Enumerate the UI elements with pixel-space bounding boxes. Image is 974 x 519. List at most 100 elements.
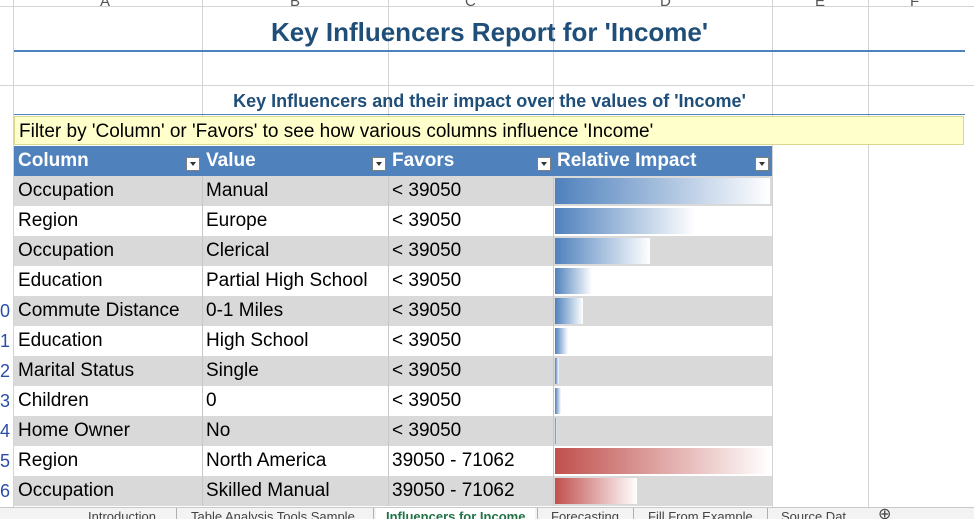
impact-bar[interactable] — [555, 328, 568, 354]
cell-value[interactable]: 0 — [206, 390, 217, 411]
cell-separator — [553, 206, 554, 236]
tab-separator — [633, 508, 634, 519]
cell-favors[interactable]: < 39050 — [392, 330, 462, 351]
cell-separator — [388, 386, 389, 416]
cell-column[interactable]: Marital Status — [18, 360, 135, 381]
table-row[interactable]: Region Europe < 39050 — [14, 206, 772, 236]
column-letter[interactable]: B — [290, 0, 301, 10]
table-row[interactable]: Home Owner No < 39050 — [14, 416, 772, 446]
report-subtitle: Key Influencers and their impact over th… — [233, 91, 746, 111]
cell-value[interactable]: Manual — [206, 180, 269, 201]
cell-favors[interactable]: 39050 - 71062 — [392, 480, 515, 501]
cell-value[interactable]: North America — [206, 450, 327, 471]
subtitle-underline — [14, 114, 965, 115]
impact-bar[interactable] — [555, 418, 557, 444]
tab-table-analysis[interactable]: Table Analysis Tools Sample — [191, 509, 355, 519]
row-number[interactable]: 4 — [0, 421, 11, 441]
tab-separator — [176, 508, 177, 519]
table-row[interactable]: Occupation Manual < 39050 — [14, 176, 772, 206]
cell-value[interactable]: No — [206, 420, 231, 441]
column-letter[interactable]: A — [100, 0, 111, 10]
grid-vline — [772, 0, 773, 507]
table-row[interactable]: Education High School < 39050 — [14, 326, 772, 356]
cell-column[interactable]: Occupation — [18, 240, 115, 261]
cell-separator — [202, 356, 203, 386]
cell-value[interactable]: Single — [206, 360, 259, 381]
table-row[interactable]: Occupation Skilled Manual 39050 - 71062 — [14, 476, 772, 506]
table-row[interactable]: Education Partial High School < 39050 — [14, 266, 772, 296]
table-row[interactable]: Occupation Clerical < 39050 — [14, 236, 772, 266]
cell-favors[interactable]: < 39050 — [392, 390, 462, 411]
title-underline — [14, 50, 965, 52]
cell-value[interactable]: Europe — [206, 210, 268, 231]
cell-separator — [202, 206, 203, 236]
row-number[interactable]: 6 — [0, 481, 11, 501]
add-sheet-icon[interactable]: ⊕ — [878, 508, 892, 519]
filter-dropdown-icon[interactable] — [186, 157, 200, 171]
cell-favors[interactable]: < 39050 — [392, 210, 462, 231]
cell-favors[interactable]: < 39050 — [392, 360, 462, 381]
impact-bar[interactable] — [555, 358, 559, 384]
row-number[interactable]: 1 — [0, 331, 11, 351]
filter-active-icon[interactable] — [755, 157, 769, 171]
table-row[interactable]: Children 0 < 39050 — [14, 386, 772, 416]
impact-bar[interactable] — [555, 298, 583, 324]
table-row[interactable]: Region North America 39050 - 71062 — [14, 446, 772, 476]
cell-column[interactable]: Children — [18, 390, 89, 411]
cell-value[interactable]: High School — [206, 330, 309, 351]
tab-fill-from-example[interactable]: Fill From Example — [648, 509, 753, 519]
impact-bar[interactable] — [555, 268, 592, 294]
filter-instructions: Filter by 'Column' or 'Favors' to see ho… — [14, 116, 964, 145]
column-letter[interactable]: C — [465, 0, 476, 10]
cell-column[interactable]: Home Owner — [18, 420, 130, 441]
table-row[interactable]: Marital Status Single < 39050 — [14, 356, 772, 386]
row-number[interactable]: 0 — [0, 301, 11, 321]
cell-value[interactable]: Partial High School — [206, 270, 368, 291]
cell-column[interactable]: Commute Distance — [18, 300, 180, 321]
grid-vline — [388, 0, 389, 116]
cell-favors[interactable]: 39050 - 71062 — [392, 450, 515, 471]
impact-bar[interactable] — [555, 448, 770, 474]
impact-bar[interactable] — [555, 208, 695, 234]
cell-value[interactable]: 0-1 Miles — [206, 300, 284, 321]
cell-column[interactable]: Occupation — [18, 480, 115, 501]
impact-bar[interactable] — [555, 478, 637, 504]
cell-column[interactable]: Education — [18, 270, 103, 291]
cell-favors[interactable]: < 39050 — [392, 270, 462, 291]
grid-hline — [0, 85, 974, 86]
filter-dropdown-icon[interactable] — [537, 157, 551, 171]
column-letter[interactable]: D — [660, 0, 671, 10]
cell-column[interactable]: Education — [18, 330, 103, 351]
cell-column[interactable]: Region — [18, 450, 79, 471]
cell-favors[interactable]: < 39050 — [392, 420, 462, 441]
cell-column[interactable]: Region — [18, 210, 79, 231]
column-letter[interactable]: E — [815, 0, 826, 10]
tab-introduction[interactable]: Introduction — [88, 509, 156, 519]
tab-influencers-for-income[interactable]: Influencers for Income — [376, 508, 536, 519]
cell-favors[interactable]: < 39050 — [392, 300, 462, 321]
tab-forecasting[interactable]: Forecasting — [551, 509, 619, 519]
impact-bar[interactable] — [555, 238, 650, 264]
cell-separator — [202, 236, 203, 266]
impact-bar[interactable] — [555, 178, 770, 204]
cell-separator — [388, 476, 389, 506]
filter-dropdown-icon[interactable] — [372, 157, 386, 171]
impact-bar[interactable] — [555, 388, 561, 414]
table-row[interactable]: Commute Distance 0-1 Miles < 39050 — [14, 296, 772, 326]
cell-value[interactable]: Skilled Manual — [206, 480, 330, 501]
row-number[interactable]: 5 — [0, 451, 11, 471]
cell-value[interactable]: Clerical — [206, 240, 270, 261]
cell-column[interactable]: Occupation — [18, 180, 115, 201]
header-favors: Favors — [392, 150, 455, 171]
cell-favors[interactable]: < 39050 — [392, 240, 462, 261]
row-number[interactable]: 3 — [0, 391, 11, 411]
cell-favors[interactable]: < 39050 — [392, 180, 462, 201]
sheet-tab-bar: Introduction Table Analysis Tools Sample… — [0, 507, 974, 519]
column-letter[interactable]: F — [910, 0, 920, 10]
grid-vline — [13, 0, 14, 507]
cell-separator — [202, 266, 203, 296]
cell-separator — [553, 446, 554, 476]
tab-source-data[interactable]: Source Dat — [781, 509, 847, 519]
cell-separator — [553, 296, 554, 326]
row-number[interactable]: 2 — [0, 361, 11, 381]
